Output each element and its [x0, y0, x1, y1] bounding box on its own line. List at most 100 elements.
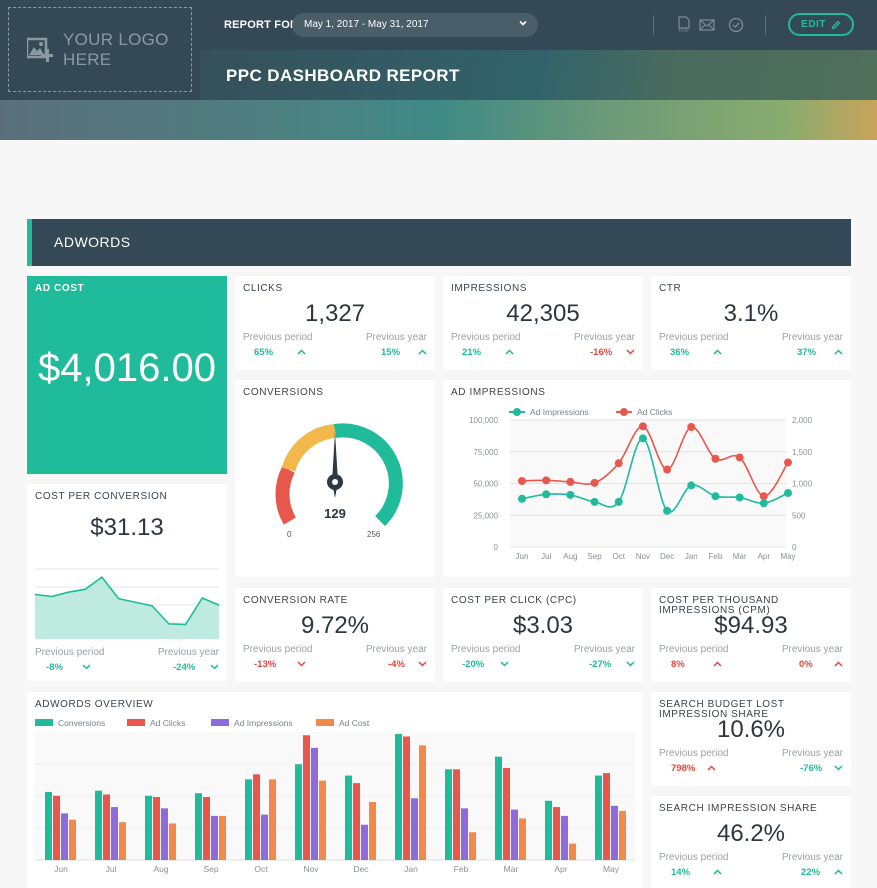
svg-text:500: 500: [792, 511, 806, 520]
add-image-icon: [27, 37, 53, 62]
impressions-card: IMPRESSIONS 42,305 Previous period Previ…: [443, 276, 643, 370]
svg-text:Sep: Sep: [587, 552, 602, 561]
cpc-card: COST PER CLICK (CPC) $3.03 Previous peri…: [443, 588, 643, 682]
arrow-up-icon: [834, 869, 843, 875]
svg-text:100,000: 100,000: [469, 416, 498, 425]
gauge-max: 256: [367, 530, 381, 539]
prev-year-label: Previous year: [781, 332, 843, 343]
prev-year-label: Previous year: [573, 644, 635, 655]
cost-per-conversion-card: COST PER CONVERSION $31.13 Previous peri…: [27, 484, 227, 681]
card-title: ADWORDS OVERVIEW: [35, 699, 154, 710]
prev-year-label: Previous year: [781, 748, 843, 759]
card-title: AD IMPRESSIONS: [451, 387, 546, 398]
ctr-value: 3.1%: [723, 300, 779, 327]
arrow-up-icon: [297, 349, 306, 355]
report-for-label: REPORT FOR: [224, 19, 299, 31]
ctr-card: CTR 3.1% Previous period Previous year 3…: [651, 276, 851, 370]
svg-text:Conversions: Conversions: [58, 718, 105, 728]
prev-year-label: Previous year: [365, 332, 427, 343]
page-title: PPC DASHBOARD REPORT: [226, 66, 460, 85]
prev-year-label: Previous year: [365, 644, 427, 655]
arrow-down-icon: [500, 661, 509, 667]
prev-period-label: Previous period: [659, 748, 729, 759]
pencil-icon: [831, 20, 841, 29]
card-title-line2: IMPRESSION SHARE: [659, 709, 769, 720]
arrow-down-icon: [418, 661, 427, 667]
section-title: ADWORDS: [54, 234, 131, 250]
impressions-value: 42,305: [506, 300, 580, 327]
header-decorative-band: [0, 100, 877, 140]
svg-text:0: 0: [494, 543, 499, 552]
svg-text:Dec: Dec: [353, 864, 369, 874]
search-budget-lost-value: 10.6%: [716, 716, 786, 743]
pdf-icon[interactable]: PDF: [676, 16, 692, 34]
svg-text:Jan: Jan: [404, 864, 418, 874]
arrow-up-icon: [713, 349, 722, 355]
clicks-value: 1,327: [304, 300, 366, 327]
card-title: CONVERSION RATE: [243, 595, 348, 606]
prev-period-label: Previous period: [659, 332, 729, 343]
conversions-gauge-card: CONVERSIONS 129 0 256: [235, 380, 435, 577]
svg-text:Apr: Apr: [758, 552, 771, 561]
card-title-line1: SEARCH BUDGET LOST: [659, 699, 785, 710]
card-title: SEARCH BUDGET LOST IMPRESSION SHARE: [659, 700, 785, 720]
chart-legend: Ad Impressions Ad Clicks: [509, 407, 672, 417]
prev-period-label: Previous period: [659, 852, 729, 863]
prev-year-change: 0%: [799, 659, 813, 670]
svg-text:50,000: 50,000: [474, 480, 499, 489]
svg-text:Aug: Aug: [153, 864, 168, 874]
ad-cost-card: AD COST $4,016.00: [27, 276, 227, 474]
ad-impressions-chart-card: AD IMPRESSIONS Ad Impressions Ad Clicks …: [443, 380, 851, 577]
svg-text:2,000: 2,000: [792, 416, 813, 425]
arrow-down-icon: [82, 664, 91, 670]
cost-per-conversion-value: $31.13: [90, 514, 164, 541]
arrow-down-icon: [210, 664, 219, 670]
logo-area: YOUR LOGO HERE: [0, 0, 200, 100]
svg-text:Jun: Jun: [516, 552, 529, 561]
prev-period-change: -13%: [254, 659, 277, 670]
search-impression-share-card: SEARCH IMPRESSION SHARE 46.2% Previous p…: [651, 796, 851, 888]
chevron-down-icon: [519, 20, 527, 26]
prev-period-label: Previous period: [659, 644, 729, 655]
prev-period-label: Previous period: [35, 647, 105, 658]
date-range-select[interactable]: May 1, 2017 - May 31, 2017: [292, 13, 538, 37]
mail-icon[interactable]: [699, 16, 715, 34]
prev-period-change: 21%: [462, 347, 482, 358]
prev-year-change: 37%: [797, 347, 817, 358]
arrow-up-icon: [418, 349, 427, 355]
svg-text:Jul: Jul: [106, 864, 117, 874]
svg-text:PDF: PDF: [679, 28, 689, 34]
svg-text:Aug: Aug: [563, 552, 577, 561]
prev-period-change: 36%: [670, 347, 690, 358]
prev-year-change: 15%: [381, 347, 401, 358]
conversion-rate-card: CONVERSION RATE 9.72% Previous period Pr…: [235, 588, 435, 682]
svg-text:May: May: [780, 552, 795, 561]
svg-text:Ad Impressions: Ad Impressions: [234, 718, 293, 728]
edit-button[interactable]: EDIT: [788, 13, 854, 36]
card-title: CTR: [659, 283, 682, 294]
card-title: CONVERSIONS: [243, 387, 324, 398]
logo-text: YOUR LOGO HERE: [63, 30, 169, 70]
ad-impressions-line-chart: Ad Impressions Ad Clicks 0 0 25,000 500 50,0…: [469, 407, 813, 561]
prev-period-label: Previous period: [451, 332, 521, 343]
gauge-chart: [275, 423, 403, 527]
header-title-band: [200, 50, 877, 100]
svg-text:1,500: 1,500: [792, 448, 813, 457]
edit-label: EDIT: [801, 19, 826, 30]
cpc-value: $3.03: [512, 612, 574, 639]
search-impression-share-value: 46.2%: [716, 820, 786, 847]
logo-placeholder[interactable]: YOUR LOGO HERE: [8, 7, 192, 92]
svg-text:Mar: Mar: [733, 552, 747, 561]
arrow-up-icon: [834, 661, 843, 667]
check-circle-icon[interactable]: [728, 16, 744, 34]
svg-text:Ad Impressions: Ad Impressions: [530, 407, 589, 417]
arrow-down-icon: [626, 661, 635, 667]
card-title: COST PER CLICK (CPC): [451, 595, 577, 606]
prev-year-change: 22%: [801, 867, 821, 878]
section-header-adwords: ADWORDS: [27, 219, 851, 266]
arrow-up-icon: [505, 349, 514, 355]
cpm-card: COST PER THOUSAND IMPRESSIONS (CPM) $94.9…: [651, 588, 851, 682]
card-title: COST PER CONVERSION: [35, 491, 168, 502]
svg-text:Ad Clicks: Ad Clicks: [637, 407, 672, 417]
arrow-up-icon: [834, 349, 843, 355]
